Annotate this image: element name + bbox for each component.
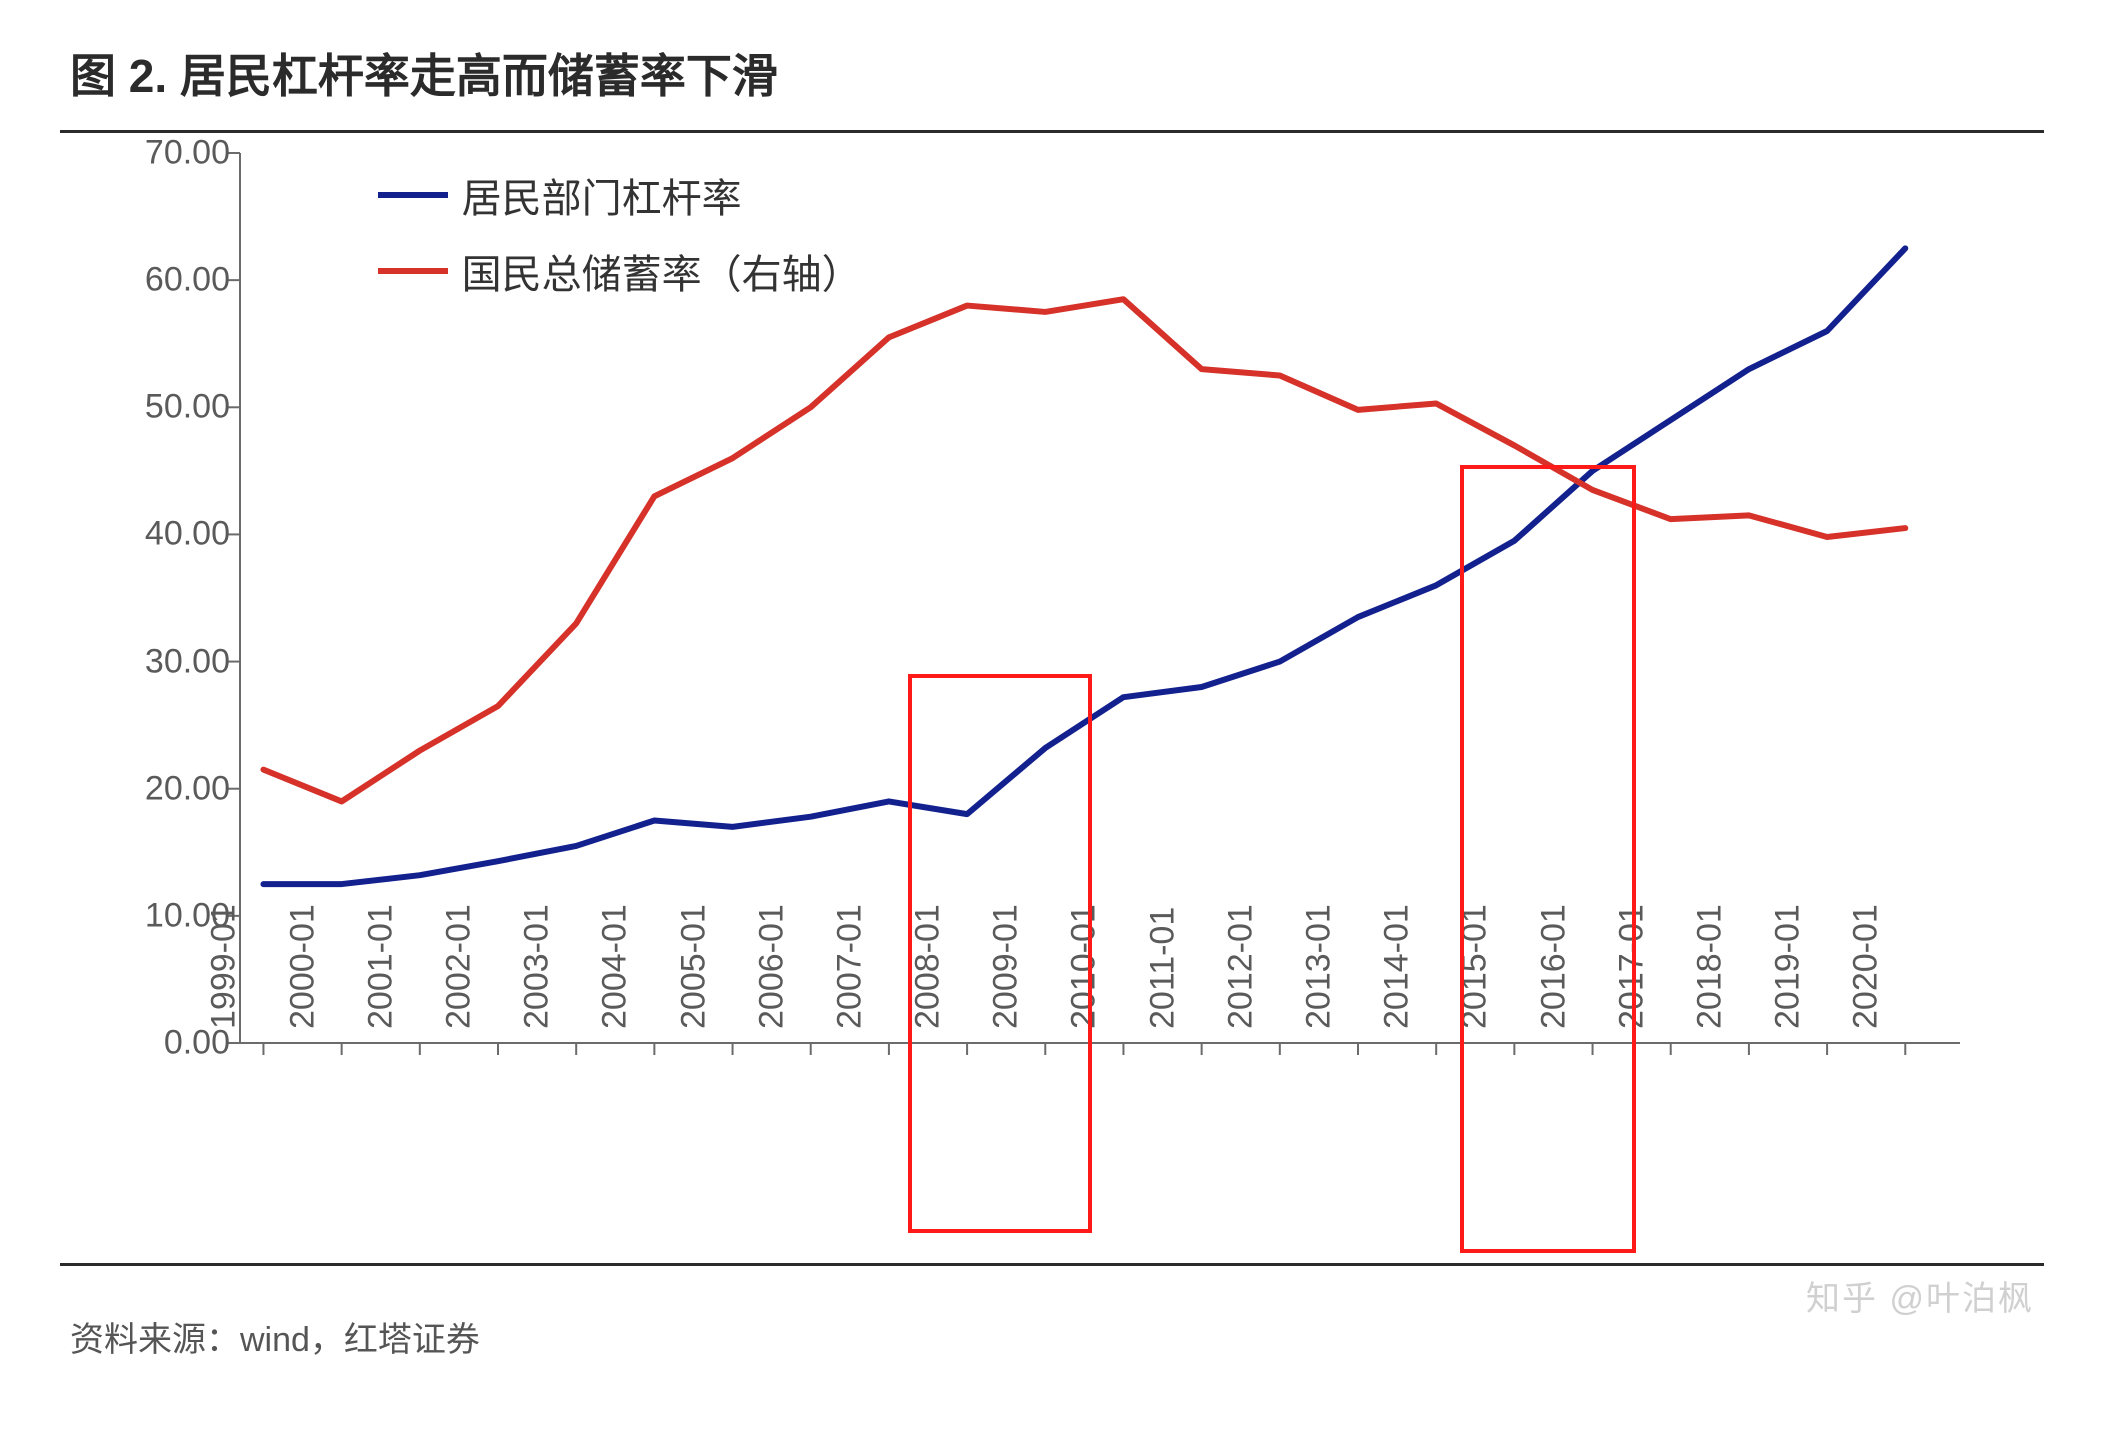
x-tick-label: 2009-01 [987,904,1026,1043]
x-tick-label: 1999-01 [205,904,244,1043]
x-tick-label: 2015-01 [1456,904,1495,1043]
x-tick-label: 2010-01 [1065,904,1104,1043]
x-tick-label: 2007-01 [830,904,869,1043]
x-tick-label: 2018-01 [1690,904,1729,1043]
y-tick-label: 40.00 [145,515,240,554]
x-tick-label: 2020-01 [1847,904,1886,1043]
legend-label: 居民部门杠杆率 [462,166,742,224]
x-tick-label: 2001-01 [361,904,400,1043]
x-tick-label: 2017-01 [1612,904,1651,1043]
x-tick-label: 2012-01 [1221,904,1260,1043]
y-tick-label: 20.00 [145,769,240,808]
plot-area: 居民部门杠杆率国民总储蓄率（右轴） 0.0010.0020.0030.0040.… [240,153,1960,1043]
x-tick-label: 2013-01 [1300,904,1339,1043]
series-leverage-line [263,248,1905,884]
y-tick-label: 70.00 [145,134,240,173]
title-divider [60,130,2044,133]
legend-swatch [378,192,448,198]
figure-title: 图 2. 居民杠杆率走高而储蓄率下滑 [60,30,2044,126]
watermark-text: 知乎 @叶泊枫 [1806,1271,2034,1320]
bottom-divider [60,1263,2044,1266]
y-tick-label: 60.00 [145,261,240,300]
x-tick-label: 2019-01 [1769,904,1808,1043]
x-tick-label: 2014-01 [1378,904,1417,1043]
y-tick-label: 30.00 [145,642,240,681]
x-tick-label: 2003-01 [518,904,557,1043]
x-tick-label: 2016-01 [1534,904,1573,1043]
x-tick-label: 2011-01 [1143,907,1182,1043]
x-tick-label: 2008-01 [909,904,948,1043]
legend-item: 国民总储蓄率（右轴） [378,242,862,300]
source-label: 资料来源：wind，红塔证券 [60,1286,2044,1361]
legend-label: 国民总储蓄率（右轴） [462,242,862,300]
y-tick-label: 50.00 [145,388,240,427]
x-tick-label: 2005-01 [674,904,713,1043]
legend-swatch [378,268,448,274]
x-tick-label: 2000-01 [283,904,322,1043]
figure-container: 图 2. 居民杠杆率走高而储蓄率下滑 居民部门杠杆率国民总储蓄率（右轴） 0.0… [0,0,2104,1440]
chart-area: 居民部门杠杆率国民总储蓄率（右轴） 0.0010.0020.0030.0040.… [60,153,2044,1043]
x-tick-label: 2004-01 [596,904,635,1043]
legend: 居民部门杠杆率国民总储蓄率（右轴） [378,166,862,300]
x-tick-label: 2006-01 [752,904,791,1043]
legend-item: 居民部门杠杆率 [378,166,862,224]
x-tick-label: 2002-01 [440,904,479,1043]
